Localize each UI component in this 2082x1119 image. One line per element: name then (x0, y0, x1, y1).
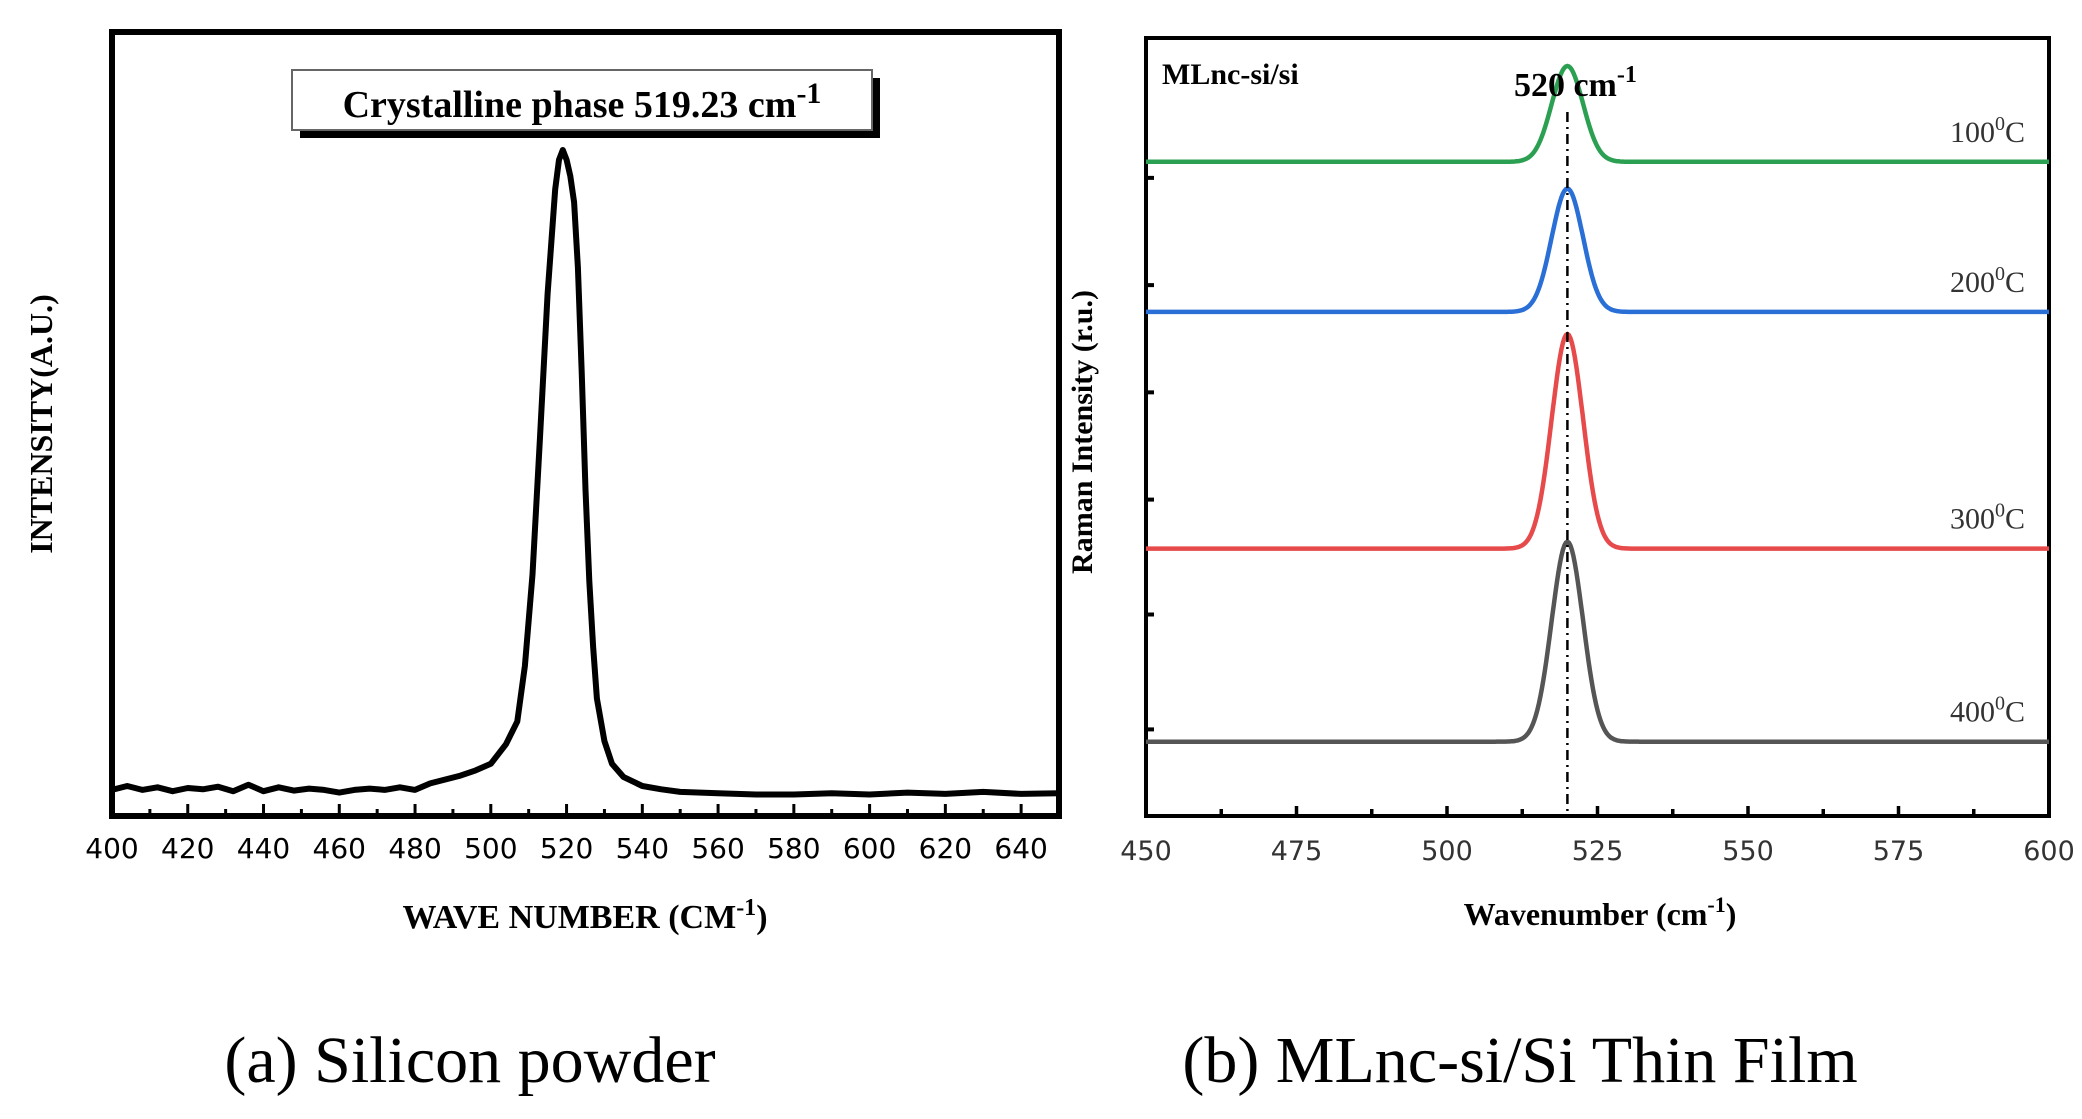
x-tick-label: 475 (1271, 836, 1323, 867)
legend-label-suffix: C (2005, 696, 2025, 729)
x-tick-label: 460 (313, 832, 366, 865)
legend-label-main: 400 (1950, 696, 1995, 729)
legend-label-300C: 3000C (1950, 500, 2025, 536)
panel-b-x-label-sup: -1 (1707, 892, 1725, 917)
legend-label-400C: 4000C (1950, 693, 2025, 729)
legend-label-sup: 0 (1995, 500, 2005, 522)
panel-b-inset-label: MLnc-si/si (1162, 58, 1299, 91)
reference-line-label: 520 cm-1 (1514, 62, 1637, 104)
x-tick-label: 420 (161, 832, 214, 865)
x-tick-label: 440 (237, 832, 290, 865)
x-tick-label: 500 (1421, 836, 1473, 867)
legend-label-main: 300 (1950, 503, 1995, 536)
legend-label-suffix: C (2005, 503, 2025, 536)
legend-label-100C: 1000C (1950, 113, 2025, 149)
x-tick-label: 450 (1120, 836, 1172, 867)
panel-a-annotation: Crystalline phase 519.23 cm-1 (291, 69, 880, 138)
x-tick-label: 575 (1873, 836, 1925, 867)
reference-label-sup: -1 (1617, 62, 1637, 88)
series-line-300C (1146, 331, 2049, 551)
legend-label-sup: 0 (1995, 263, 2005, 285)
panel-a-plot-frame (109, 29, 1062, 819)
series-line-200C (1146, 186, 2049, 315)
x-tick-label: 525 (1572, 836, 1624, 867)
annotation-sup: -1 (796, 77, 821, 110)
x-tick-label: 600 (843, 832, 896, 865)
panel-a-x-ticks: 400 420 440 460 480 500 520 540 560 580 600 620 640 (85, 804, 1061, 865)
annotation-text: Crystalline phase 519.23 cm-1 (343, 77, 822, 126)
x-tick-label: 400 (85, 832, 138, 865)
x-tick-label: 620 (919, 832, 972, 865)
reference-label-main: 520 cm (1514, 67, 1617, 104)
x-tick-label: 480 (388, 832, 441, 865)
panel-a-series-group (111, 147, 1060, 798)
x-tick-label: 640 (994, 832, 1047, 865)
legend-label-200C: 2000C (1950, 263, 2025, 299)
x-tick-label: 540 (616, 832, 669, 865)
legend-label-suffix: C (2005, 116, 2025, 149)
legend-label-suffix: C (2005, 266, 2025, 299)
panel-b-y-ticks (1146, 175, 1154, 732)
x-tick-label: 520 (540, 832, 593, 865)
panel-a: 400 420 440 460 480 500 520 540 560 580 600 620 640 … (23, 29, 1062, 1097)
annotation-main: Crystalline phase 519.23 cm (343, 84, 797, 126)
x-tick-label: 600 (2023, 836, 2075, 867)
x-tick-label: 580 (767, 832, 820, 865)
series-line-silicon-powder (111, 147, 1060, 798)
panel-a-x-label-main: WAVE NUMBER (CM (402, 899, 736, 936)
legend-label-main: 100 (1950, 116, 1995, 149)
panel-b-x-axis-label: Wavenumber (cm-1) (1464, 892, 1737, 932)
panel-a-caption: (a) Silicon powder (224, 1024, 715, 1097)
panel-b-plot-frame (1144, 36, 2051, 818)
x-tick-label: 500 (464, 832, 517, 865)
x-tick-label: 560 (691, 832, 744, 865)
series-line-400C (1146, 538, 2049, 744)
panel-b-y-axis-label: Raman Intensity (r.u.) (1066, 290, 1099, 574)
panel-a-y-axis-label: INTENSITY(A.U.) (23, 294, 59, 554)
panel-b-x-ticks: 450 475 500 525 550 575 600 (1120, 806, 2075, 867)
series-line-100C (1146, 63, 2049, 165)
legend-label-sup: 0 (1995, 113, 2005, 135)
panel-b-caption: (b) MLnc-si/Si Thin Film (1182, 1024, 1857, 1097)
annotation-box (291, 69, 873, 131)
legend-label-sup: 0 (1995, 693, 2005, 715)
panel-a-x-label-sup: -1 (736, 895, 756, 921)
panel-b-x-label-main: Wavenumber (cm (1464, 896, 1708, 932)
legend-label-main: 200 (1950, 266, 1995, 299)
panel-a-x-axis-label: WAVE NUMBER (CM-1) (402, 895, 767, 936)
panel-a-x-label-suffix: ) (756, 899, 767, 936)
x-tick-label: 550 (1722, 836, 1774, 867)
panel-b-x-label-suffix: ) (1726, 896, 1737, 932)
